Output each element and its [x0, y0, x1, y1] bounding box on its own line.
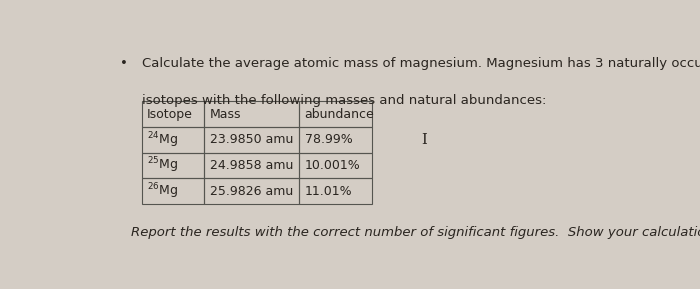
Bar — [204, 153, 299, 178]
Text: 11.01%: 11.01% — [304, 184, 352, 197]
Bar — [204, 178, 299, 204]
Text: 10.001%: 10.001% — [304, 159, 360, 172]
Bar — [299, 101, 372, 127]
Bar — [141, 178, 204, 204]
Text: isotopes with the following masses and natural abundances:: isotopes with the following masses and n… — [141, 94, 546, 107]
Text: 23.9850 amu: 23.9850 amu — [209, 133, 293, 146]
Text: 24.9858 amu: 24.9858 amu — [209, 159, 293, 172]
Text: Report the results with the correct number of significant figures.  Show your ca: Report the results with the correct numb… — [131, 226, 700, 239]
Text: Calculate the average atomic mass of magnesium. Magnesium has 3 naturally occurr: Calculate the average atomic mass of mag… — [141, 57, 700, 70]
Bar — [299, 178, 372, 204]
Bar — [299, 127, 372, 153]
Text: 25.9826 amu: 25.9826 amu — [209, 184, 293, 197]
Text: Mass: Mass — [209, 108, 241, 121]
Bar — [141, 127, 204, 153]
Text: •: • — [120, 57, 128, 70]
Text: I: I — [421, 133, 427, 147]
Text: abundance: abundance — [304, 108, 374, 121]
Text: $^{24}$Mg: $^{24}$Mg — [147, 130, 178, 150]
Text: 78.99%: 78.99% — [304, 133, 352, 146]
Bar — [204, 101, 299, 127]
Text: $^{26}$Mg: $^{26}$Mg — [147, 181, 178, 201]
Text: Isotope: Isotope — [147, 108, 193, 121]
Bar — [204, 127, 299, 153]
Bar — [141, 153, 204, 178]
Text: $^{25}$Mg: $^{25}$Mg — [147, 155, 178, 175]
Bar — [141, 101, 204, 127]
Bar — [299, 153, 372, 178]
